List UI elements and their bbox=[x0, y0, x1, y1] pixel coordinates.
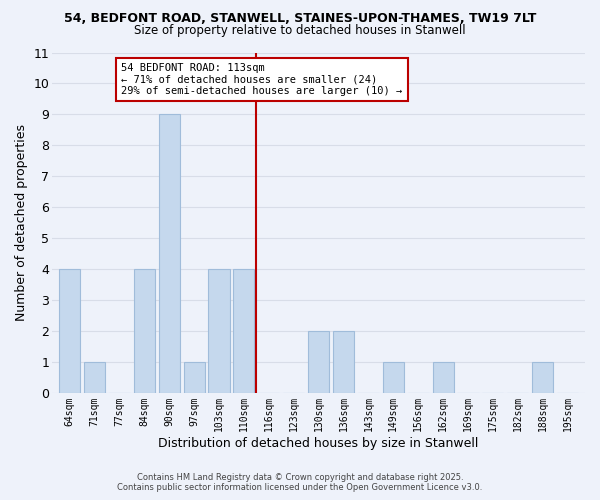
Text: 54 BEDFONT ROAD: 113sqm
← 71% of detached houses are smaller (24)
29% of semi-de: 54 BEDFONT ROAD: 113sqm ← 71% of detache… bbox=[121, 62, 403, 96]
Text: Size of property relative to detached houses in Stanwell: Size of property relative to detached ho… bbox=[134, 24, 466, 37]
Bar bbox=[233, 270, 254, 394]
Bar bbox=[184, 362, 205, 394]
Y-axis label: Number of detached properties: Number of detached properties bbox=[15, 124, 28, 322]
Bar bbox=[383, 362, 404, 394]
Bar bbox=[158, 114, 180, 394]
Bar bbox=[308, 332, 329, 394]
Text: Contains HM Land Registry data © Crown copyright and database right 2025.
Contai: Contains HM Land Registry data © Crown c… bbox=[118, 473, 482, 492]
Bar bbox=[433, 362, 454, 394]
Bar bbox=[59, 270, 80, 394]
Text: 54, BEDFONT ROAD, STANWELL, STAINES-UPON-THAMES, TW19 7LT: 54, BEDFONT ROAD, STANWELL, STAINES-UPON… bbox=[64, 12, 536, 26]
Bar bbox=[84, 362, 105, 394]
X-axis label: Distribution of detached houses by size in Stanwell: Distribution of detached houses by size … bbox=[158, 437, 479, 450]
Bar bbox=[532, 362, 553, 394]
Bar bbox=[134, 270, 155, 394]
Bar bbox=[208, 270, 230, 394]
Bar bbox=[333, 332, 354, 394]
